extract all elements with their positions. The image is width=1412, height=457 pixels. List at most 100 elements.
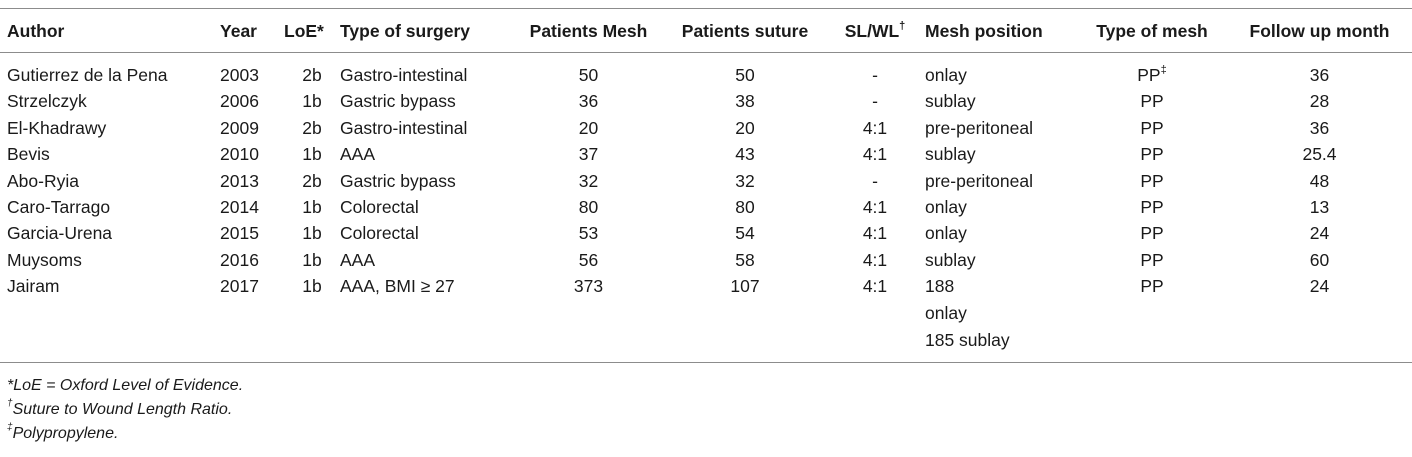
position-line: 185 sublay bbox=[925, 330, 1010, 351]
cell-suture: 50 bbox=[735, 65, 755, 85]
cell-suture: 54 bbox=[735, 223, 755, 244]
cell-mesh: 36 bbox=[578, 91, 599, 112]
col-header-author: Author bbox=[7, 21, 65, 41]
col-header-mesh-position: Mesh position bbox=[925, 21, 1043, 41]
data-table: Author Year LoE* Type of surgery Patient… bbox=[0, 10, 1412, 354]
col-header-loe: LoE* bbox=[284, 21, 324, 41]
cell-mesh-type: PP bbox=[1140, 196, 1164, 217]
cell-loe: 2b bbox=[302, 170, 322, 191]
cell-surgery: Colorectal bbox=[340, 196, 419, 217]
table-row: Strzelczyk 2006 1b Gastric bypass 36 38 … bbox=[0, 88, 1412, 114]
cell-loe: 1b bbox=[302, 91, 322, 112]
cell-follow-up: 13 bbox=[1309, 196, 1330, 217]
cell-mesh: 50 bbox=[578, 65, 599, 85]
cell-position: sublay bbox=[925, 91, 976, 112]
cell-mesh: 53 bbox=[578, 223, 599, 244]
cell-follow-up: 25.4 bbox=[1302, 144, 1337, 165]
mesh-type-label: PP bbox=[1137, 65, 1161, 85]
cell-follow-up: 48 bbox=[1309, 170, 1330, 191]
cell-mesh: 373 bbox=[573, 276, 604, 297]
cell-suture: 80 bbox=[735, 196, 755, 217]
cell-position: pre-peritoneal bbox=[925, 117, 1033, 138]
cell-position: sublay bbox=[925, 249, 976, 270]
cell-surgery: Colorectal bbox=[340, 223, 419, 244]
cell-year: 2017 bbox=[220, 276, 259, 297]
cell-sl-wl: - bbox=[872, 170, 878, 191]
cell-sl-wl: - bbox=[872, 65, 878, 85]
cell-author: Jairam bbox=[7, 276, 60, 297]
cell-surgery: AAA bbox=[340, 144, 376, 165]
cell-author: Gutierrez de la Pena bbox=[7, 65, 168, 85]
footnotes: *LoE = Oxford Level of Evidence. †Suture… bbox=[7, 374, 243, 446]
cell-year: 2010 bbox=[220, 144, 259, 165]
cell-mesh-type: PP bbox=[1140, 144, 1164, 165]
cell-loe: 1b bbox=[302, 144, 322, 165]
cell-sl-wl: 4:1 bbox=[862, 117, 888, 138]
cell-mesh-type: PP‡ bbox=[1077, 52, 1227, 88]
cell-mesh: 37 bbox=[578, 144, 599, 165]
cell-sl-wl: 4:1 bbox=[862, 196, 888, 217]
footnote-sl-wl: †Suture to Wound Length Ratio. bbox=[7, 398, 243, 422]
dagger-mark: † bbox=[899, 20, 906, 33]
col-header-mesh-type: Type of mesh bbox=[1096, 21, 1208, 41]
table-row: Jairam 2017 1b AAA, BMI ≥ 27 373 107 4:1… bbox=[0, 273, 1412, 354]
cell-loe: 1b bbox=[302, 276, 322, 297]
cell-surgery: AAA bbox=[340, 249, 376, 270]
table-row: Garcia-Urena 2015 1b Colorectal 53 54 4:… bbox=[0, 220, 1412, 246]
cell-mesh: 20 bbox=[578, 117, 599, 138]
cell-year: 2015 bbox=[220, 223, 259, 244]
cell-loe: 1b bbox=[302, 249, 322, 270]
cell-loe: 1b bbox=[302, 196, 322, 217]
bottom-rule bbox=[0, 362, 1412, 363]
cell-suture: 58 bbox=[735, 249, 755, 270]
table-row: Gutierrez de la Pena 2003 2b Gastro-inte… bbox=[0, 52, 1412, 88]
header-row: Author Year LoE* Type of surgery Patient… bbox=[0, 10, 1412, 52]
cell-mesh: 56 bbox=[578, 249, 599, 270]
col-header-patients-mesh: Patients Mesh bbox=[529, 21, 648, 41]
cell-surgery: Gastro-intestinal bbox=[340, 117, 468, 138]
sl-wl-label: SL/WL bbox=[844, 21, 900, 41]
cell-sl-wl: 4:1 bbox=[862, 223, 888, 244]
footnote-pp: ‡Polypropylene. bbox=[7, 422, 243, 446]
cell-follow-up: 36 bbox=[1309, 117, 1330, 138]
cell-mesh: 80 bbox=[578, 196, 599, 217]
cell-loe: 2b bbox=[302, 65, 322, 85]
cell-suture: 43 bbox=[735, 144, 755, 165]
cell-author: El-Khadrawy bbox=[7, 117, 107, 138]
cell-mesh: 32 bbox=[578, 170, 599, 191]
cell-position: onlay bbox=[925, 65, 967, 85]
cell-position: pre-peritoneal bbox=[925, 170, 1033, 191]
cell-surgery: Gastric bypass bbox=[340, 170, 456, 191]
footnote-loe: *LoE = Oxford Level of Evidence. bbox=[7, 377, 244, 394]
cell-surgery: Gastric bypass bbox=[340, 91, 456, 112]
cell-position: sublay bbox=[925, 144, 976, 165]
double-dagger-mark: ‡ bbox=[1160, 64, 1167, 77]
cell-mesh-type: PP bbox=[1140, 223, 1164, 244]
col-header-patients-suture: Patients suture bbox=[681, 21, 809, 41]
cell-follow-up: 36 bbox=[1309, 65, 1330, 85]
cell-suture: 32 bbox=[735, 170, 755, 191]
col-header-year: Year bbox=[220, 21, 257, 41]
cell-year: 2016 bbox=[220, 249, 259, 270]
cell-mesh-type: PP bbox=[1140, 91, 1164, 112]
cell-mesh-type: PP bbox=[1140, 170, 1164, 191]
cell-author: Abo-Ryia bbox=[7, 170, 79, 191]
table-row: El-Khadrawy 2009 2b Gastro-intestinal 20… bbox=[0, 115, 1412, 141]
header-rule bbox=[0, 52, 1412, 53]
cell-mesh-type: PP bbox=[1140, 117, 1164, 138]
table-row: Abo-Ryia 2013 2b Gastric bypass 32 32 - … bbox=[0, 168, 1412, 194]
cell-author: Garcia-Urena bbox=[7, 223, 113, 244]
cell-suture: 20 bbox=[735, 117, 755, 138]
cell-follow-up: 24 bbox=[1309, 276, 1330, 297]
cell-year: 2013 bbox=[220, 170, 259, 191]
table-row: Bevis 2010 1b AAA 37 43 4:1 sublay PP 25… bbox=[0, 141, 1412, 167]
col-header-follow-up: Follow up month bbox=[1249, 21, 1390, 41]
cell-loe: 2b bbox=[302, 117, 322, 138]
cell-year: 2009 bbox=[220, 117, 259, 138]
cell-position: onlay bbox=[925, 196, 967, 217]
cell-follow-up: 28 bbox=[1309, 91, 1330, 112]
cell-year: 2014 bbox=[220, 196, 259, 217]
cell-sl-wl: 4:1 bbox=[862, 249, 888, 270]
position-line: onlay bbox=[925, 303, 967, 324]
cell-author: Bevis bbox=[7, 144, 50, 165]
